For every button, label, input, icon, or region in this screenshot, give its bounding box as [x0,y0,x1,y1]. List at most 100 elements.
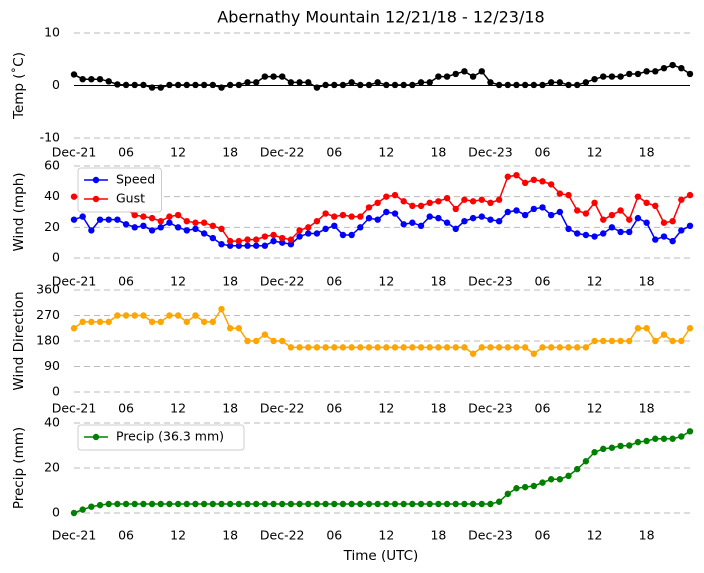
data-point [634,438,642,446]
data-point [600,73,607,80]
data-point [426,500,433,508]
legend-label: Gust [116,191,145,206]
data-point [357,500,364,508]
data-point [331,81,338,89]
data-point [504,344,512,351]
x-tick-label: 18 [639,274,655,289]
x-tick-label: Dec-22 [260,401,305,416]
x-tick-label: Dec-23 [468,528,513,543]
data-point [400,198,407,205]
data-point [643,199,650,206]
data-point [244,337,251,345]
data-point [174,211,182,219]
data-point [686,428,694,435]
x-tick-label: 12 [587,528,603,543]
data-point [322,81,329,89]
data-point [591,233,598,240]
x-tick-label: 18 [222,401,238,416]
data-point [365,81,373,89]
data-point [348,213,355,220]
data-point [478,68,485,75]
data-point [331,222,338,229]
data-point [148,500,156,508]
data-point [209,81,217,89]
data-point [417,202,425,210]
data-point [574,230,581,237]
series-line [73,206,691,247]
data-point [374,199,381,206]
data-point [539,178,546,185]
data-point [339,231,347,239]
data-point [443,219,451,226]
data-point [331,213,338,220]
data-point [374,79,381,86]
x-tick-label: 06 [118,274,134,289]
data-point [305,79,312,86]
data-point [504,173,512,180]
data-point [261,500,269,508]
data-point [426,199,433,206]
data-point [114,81,121,88]
data-point [357,213,364,220]
data-point [140,222,147,229]
x-tick-label: 18 [430,145,446,160]
data-point [279,239,286,246]
data-point [114,216,121,223]
data-point [574,207,581,214]
data-point [296,344,303,351]
data-point [192,81,199,89]
data-point [105,216,112,223]
data-point [686,191,694,199]
data-point [157,224,164,231]
y-tick-label: 0 [52,250,60,265]
data-point [174,500,182,508]
data-point [530,350,538,357]
data-point [200,219,208,226]
data-point [669,337,676,345]
y-tick-label: 20 [44,219,60,234]
data-point [140,500,147,508]
x-tick-label: 12 [170,401,186,416]
data-point [322,500,329,508]
y-tick-label: 60 [44,158,60,173]
data-point [270,73,277,80]
data-point [383,344,390,351]
data-point [556,476,564,483]
data-point [166,81,173,89]
data-point [617,73,624,80]
x-tick-label: 18 [430,528,446,543]
y-axis-label: Wind Direction [11,291,27,390]
data-point [660,435,668,442]
data-point [669,435,676,442]
data-point [365,344,373,351]
data-point [79,318,86,326]
data-point [626,70,633,78]
data-point [261,73,269,80]
data-point [166,500,173,508]
data-point [452,205,459,213]
data-point [409,81,416,89]
data-point [114,500,121,508]
data-point [669,61,676,69]
data-point [495,218,503,225]
x-tick-label: 12 [378,528,394,543]
data-point [565,472,572,480]
data-point [643,68,650,75]
data-point [400,500,407,508]
data-point [539,81,546,89]
data-point [469,198,477,205]
data-point [261,233,269,240]
data-point [461,500,468,508]
data-point [435,214,442,222]
data-point [287,500,295,508]
x-tick-label: 06 [118,145,134,160]
data-point [495,196,503,203]
data-point [634,70,642,78]
data-point [70,216,78,223]
data-point [131,211,138,219]
data-point [530,176,538,183]
data-point [582,344,590,351]
data-point [357,224,364,231]
x-tick-label: 12 [170,145,186,160]
legend-marker [92,176,100,184]
